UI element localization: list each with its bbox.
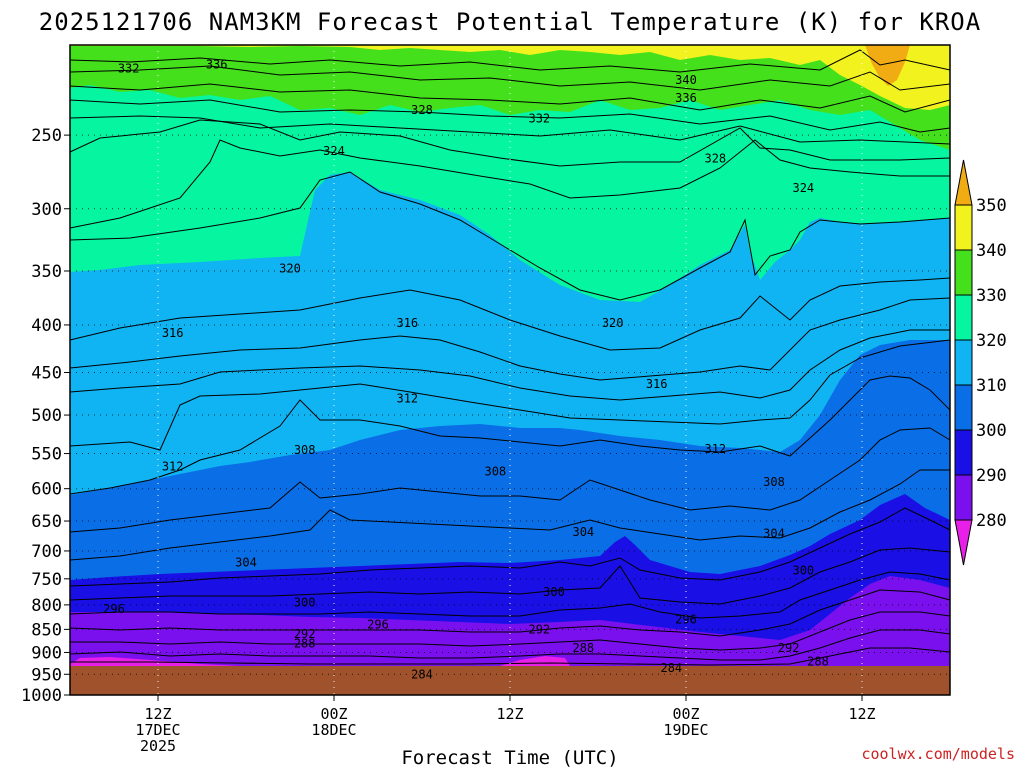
x-tick-label: 00Z	[320, 705, 347, 723]
y-tick-label: 650	[31, 512, 62, 532]
x-tick-label: 12Z	[496, 705, 523, 723]
contour-label: 304	[572, 525, 594, 539]
colorbar-extend-high	[954, 159, 973, 206]
colorbar-label: 300	[976, 421, 1007, 441]
contour-label: 312	[704, 442, 726, 456]
contour-label: 308	[763, 475, 785, 489]
contour-label: 316	[162, 326, 184, 340]
band-330-340	[70, 45, 950, 150]
colorbar-box	[954, 384, 973, 431]
y-tick-label: 900	[31, 643, 62, 663]
contour-label: 288	[572, 641, 594, 655]
credit-text: coolwx.com/models	[861, 745, 1015, 763]
colorbar-extend-low	[954, 519, 973, 566]
x-tick-label: 12Z	[144, 705, 171, 723]
contour-label: 292	[778, 641, 800, 655]
y-tick-label: 250	[31, 126, 62, 146]
x-tick-label: 17DEC	[135, 721, 180, 739]
colorbar-label: 310	[976, 376, 1007, 396]
contour-label: 316	[396, 316, 418, 330]
y-tick-label: 850	[31, 620, 62, 640]
colorbar-label: 340	[976, 241, 1007, 261]
contour-label: 292	[294, 627, 316, 641]
x-tick-label: 18DEC	[311, 721, 356, 739]
contour-label: 340	[675, 73, 697, 87]
contour-label: 308	[484, 465, 506, 479]
contour-label: 332	[118, 62, 140, 76]
contour-label: 320	[279, 262, 301, 276]
colorbar: 280 290 300 310 320 330 340 350	[954, 159, 1007, 566]
x-axis-label: Forecast Time (UTC)	[401, 747, 618, 768]
contour-label: 296	[675, 613, 697, 627]
colorbar-box	[954, 429, 973, 476]
contour-label: 336	[206, 58, 228, 72]
contour-labels: 332 336 340 336 328 332 324 328 324 320 316 316 320 3…	[103, 58, 829, 682]
y-tick-label: 450	[31, 364, 62, 384]
contour-label: 296	[103, 602, 125, 616]
y-tick-label: 800	[31, 596, 62, 616]
y-tick-label: 750	[31, 570, 62, 590]
y-tick-label: 1000	[21, 686, 62, 706]
contour-label: 332	[528, 112, 550, 126]
band-350-plus	[865, 45, 910, 86]
contour-label: 316	[646, 377, 668, 391]
y-tick-label: 300	[31, 200, 62, 220]
colorbar-box	[954, 249, 973, 296]
contour-label: 308	[294, 443, 316, 457]
y-tick-label: 950	[31, 665, 62, 685]
contour-label: 292	[528, 622, 550, 636]
ground-fill	[70, 666, 950, 695]
colorbar-label: 280	[976, 511, 1007, 531]
contour-label: 304	[763, 526, 785, 540]
contour-label: 288	[807, 654, 829, 668]
x-tick-label: 12Z	[848, 705, 875, 723]
contour-label: 288	[294, 636, 316, 650]
colorbar-box	[954, 204, 973, 251]
contour-label: 336	[675, 91, 697, 105]
colorbar-box	[954, 339, 973, 386]
y-tick-label: 550	[31, 445, 62, 465]
x-tick-label: 19DEC	[663, 721, 708, 739]
chart-title: 2025121706 NAM3KM Forecast Potential Tem…	[39, 8, 981, 36]
y-tick-label: 700	[31, 542, 62, 562]
contour-label: 300	[792, 564, 814, 578]
contour-lines	[69, 49, 951, 666]
contour-label: 304	[235, 555, 257, 569]
contour-label: 324	[323, 144, 345, 158]
grid	[70, 45, 950, 696]
contour-label: 300	[543, 585, 565, 599]
colorbar-label: 290	[976, 466, 1007, 486]
y-axis: 250 300 350 400 450 500 550 600 650 700 750 800 850 9…	[21, 126, 70, 706]
colorbar-label: 320	[976, 331, 1007, 351]
colorbar-label: 330	[976, 286, 1007, 306]
colorbar-label: 350	[976, 196, 1007, 216]
contour-label: 328	[411, 103, 433, 117]
contour-label: 296	[367, 618, 389, 632]
contour-label: 320	[602, 316, 624, 330]
y-tick-label: 350	[31, 262, 62, 282]
plot-area: 332 336 340 336 328 332 324 328 324 320 316 316 320 3…	[69, 44, 951, 696]
contour-label: 312	[396, 392, 418, 406]
y-tick-label: 400	[31, 316, 62, 336]
colorbar-box	[954, 294, 973, 341]
y-tick-label: 600	[31, 480, 62, 500]
contour-label: 300	[294, 595, 316, 609]
contour-label: 324	[792, 181, 814, 195]
x-tick-label: 2025	[140, 737, 176, 755]
contour-label: 284	[411, 667, 433, 681]
band-below-280	[70, 657, 240, 666]
contour-label: 312	[162, 460, 184, 474]
x-tick-label: 00Z	[672, 705, 699, 723]
contour-label: 284	[660, 661, 682, 675]
colorbar-box	[954, 474, 973, 521]
contour-label: 328	[704, 152, 726, 166]
y-tick-label: 500	[31, 406, 62, 426]
